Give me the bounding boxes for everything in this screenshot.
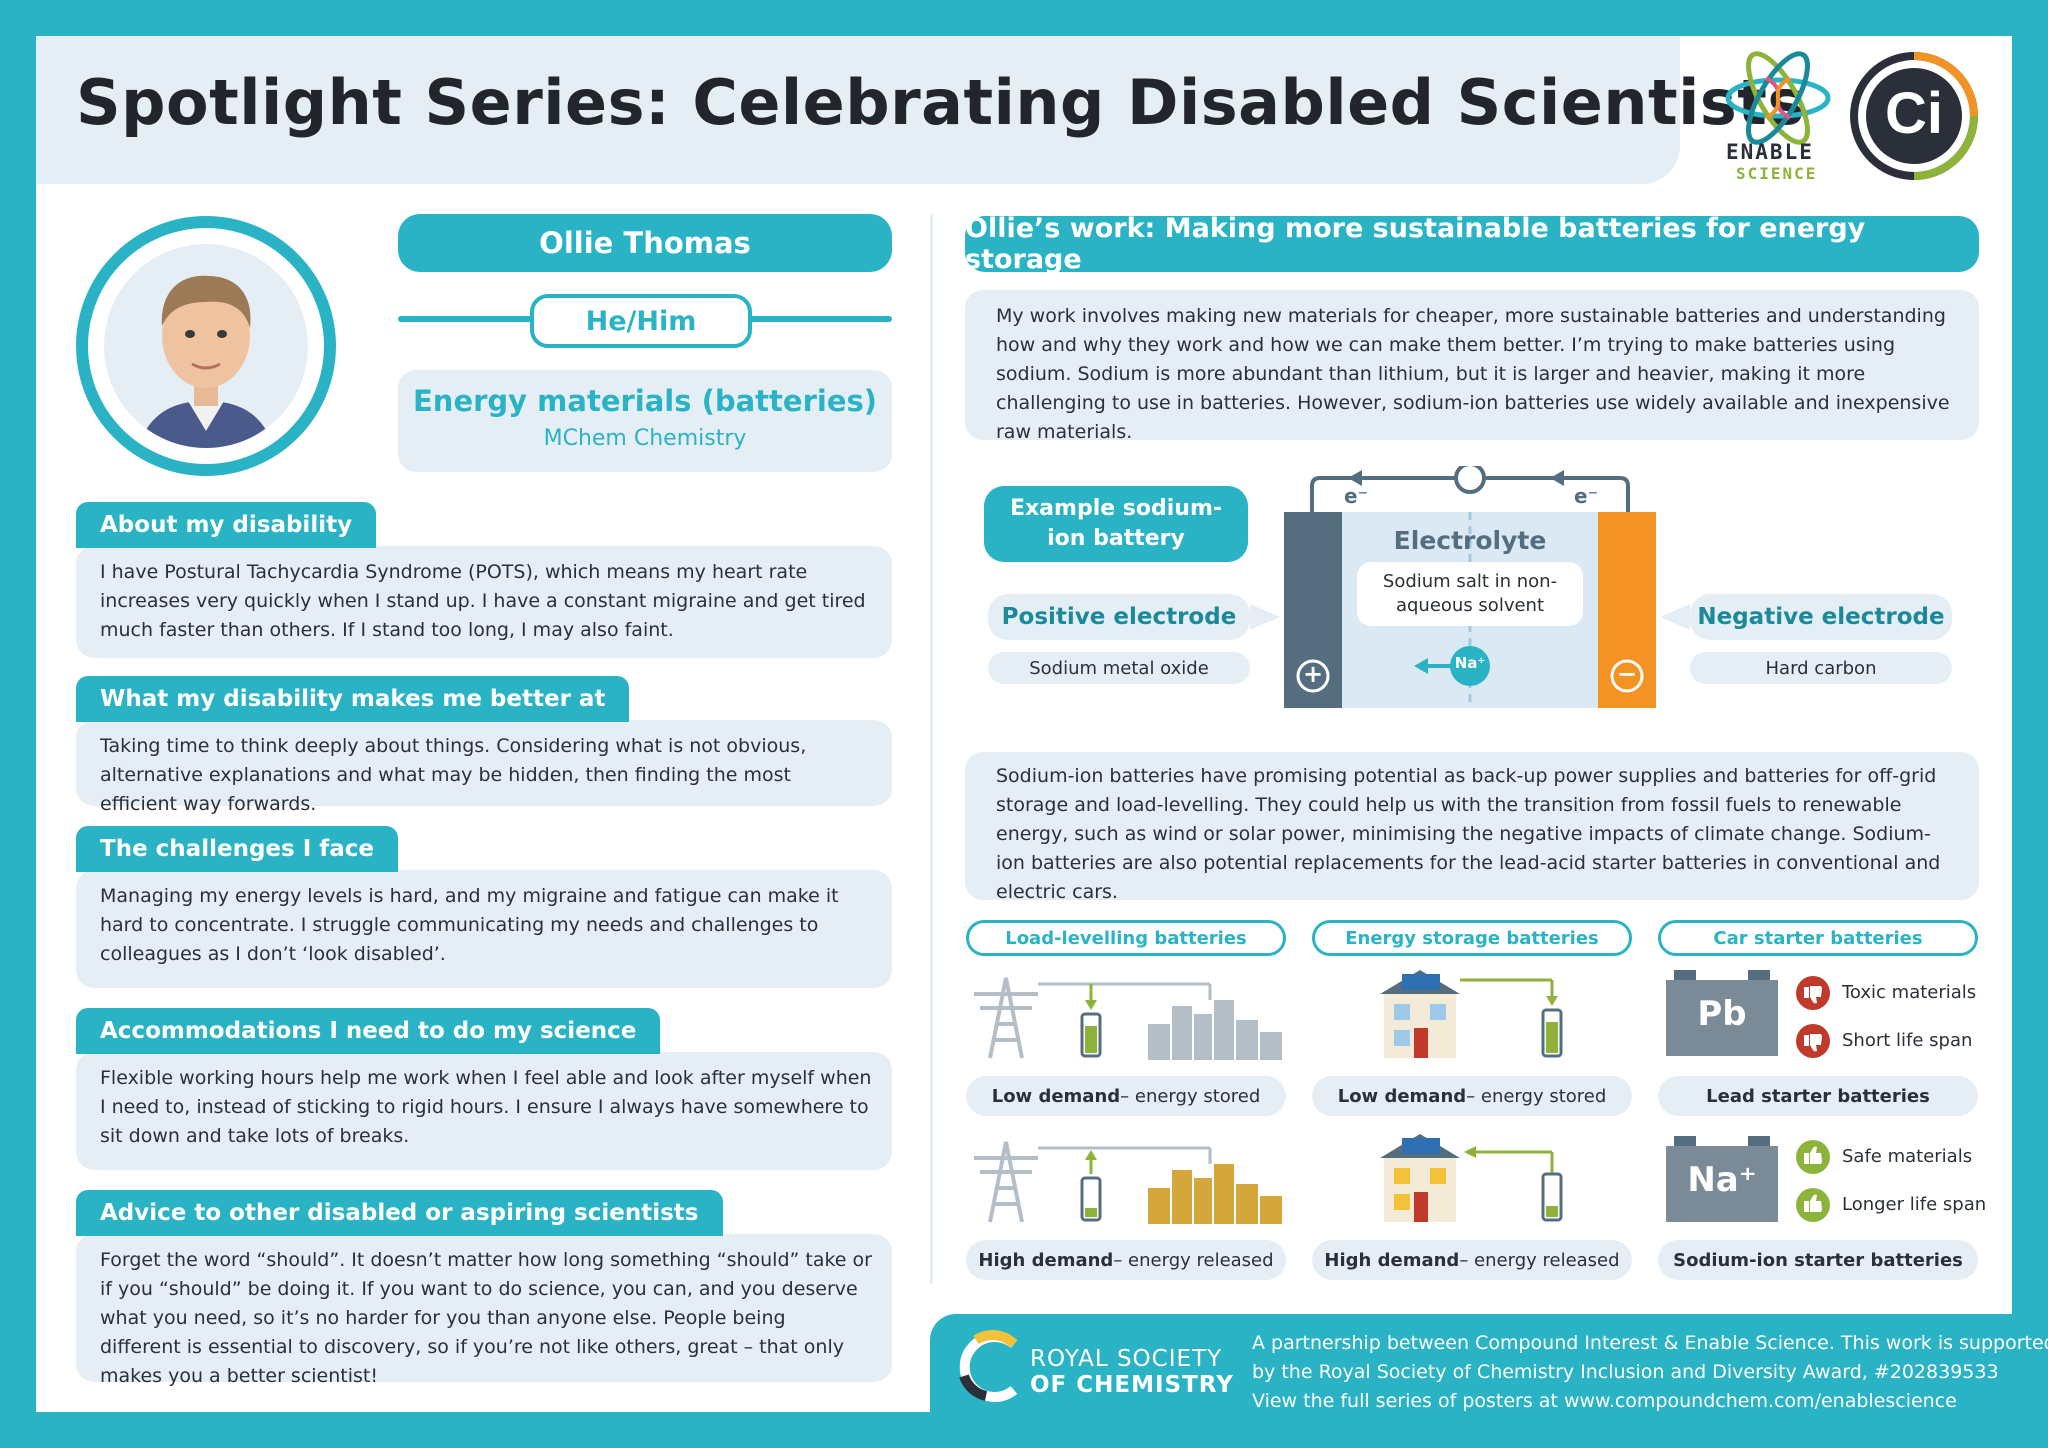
col-energy-storage-title: Energy storage batteries: [1312, 920, 1632, 956]
section-title-challenges: The challenges I face: [76, 826, 399, 872]
high-demand-label-col1: High demand – energy released: [966, 1240, 1286, 1280]
work-intro-panel: [965, 290, 1979, 440]
atom-dna-icon: [1725, 51, 1831, 145]
better-panel: [76, 720, 892, 806]
field-panel: [398, 370, 892, 472]
positive-electrode-label: Positive electrode: [988, 594, 1250, 640]
section-text-better: Taking time to think deeply about things…: [100, 735, 807, 815]
safe-materials-label: Safe materials: [1842, 1146, 1973, 1167]
sodium-battery-icon: [1666, 1136, 1778, 1222]
section-text-accommodations: Flexible working hours help me work when…: [100, 1067, 872, 1147]
longer-life-label: Longer life span: [1842, 1194, 1987, 1215]
ci-logo-text: Ci: [1885, 81, 1943, 146]
thumbs-down-icon-1: [1796, 976, 1830, 1010]
rsc-logo-icon: [959, 1330, 1018, 1402]
high-demand-prefix-2: High demand: [1324, 1249, 1460, 1271]
pylon-city-stored-icon: [974, 977, 1282, 1060]
positive-pointer-icon: [1250, 604, 1280, 630]
profile-pronouns: He/Him: [530, 294, 752, 348]
col-car-starter-title: Car starter batteries: [1658, 920, 1978, 956]
header-band: [36, 36, 1680, 184]
high-demand-label-col2: High demand – energy released: [1312, 1240, 1632, 1280]
ci-circle-icon: [1850, 52, 1978, 180]
na-symbol: Na⁺: [1687, 1160, 1757, 1200]
solar-house-stored-icon: [1380, 970, 1563, 1058]
section-title-advice: Advice to other disabled or aspiring sci…: [76, 1190, 723, 1236]
about-panel: [76, 546, 892, 658]
solar-house-released-icon: [1380, 1134, 1563, 1222]
electrolyte-title: Electrolyte: [1393, 526, 1547, 555]
battery-diagram: [1284, 466, 1656, 708]
sodium-starter-text: Sodium-ion starter batteries: [1673, 1249, 1963, 1271]
electrolyte-desc: Sodium salt in non-aqueous solvent: [1382, 571, 1558, 616]
low-demand-prefix: Low demand: [991, 1085, 1121, 1107]
section-text-about: I have Postural Tachycardia Syndrome (PO…: [100, 561, 866, 641]
work-title: Ollie’s work: Making more sustainable ba…: [965, 213, 1979, 275]
low-demand-prefix-2: Low demand: [1337, 1085, 1467, 1107]
footer-line1: A partnership between Compound Interest …: [1252, 1332, 2048, 1354]
low-demand-suffix-2: – energy stored: [1466, 1085, 1607, 1107]
enable-logo-line1: ENABLE: [1726, 140, 1814, 164]
lead-starter-label: Lead starter batteries: [1658, 1076, 1978, 1116]
accommodations-panel: [76, 1052, 892, 1170]
col-load-levelling-title: Load-levelling batteries: [966, 920, 1286, 956]
enable-logo-line2: SCIENCE: [1736, 164, 1818, 183]
profile-name: Ollie Thomas: [398, 214, 892, 272]
pylon-city-released-icon: [974, 1141, 1282, 1224]
enable-science-logo: ENABLE SCIENCE: [1722, 48, 1834, 188]
electron-right: e⁻: [1574, 484, 1599, 508]
sodium-starter-label: Sodium-ion starter batteries: [1658, 1240, 1978, 1280]
electron-left: e⁻: [1344, 484, 1369, 508]
profile-field: Energy materials (batteries): [412, 384, 877, 418]
positive-electrode-material: Sodium metal oxide: [988, 652, 1250, 684]
battery-label: Example sodium-ion battery: [984, 486, 1248, 562]
footer-band: [930, 1314, 2012, 1412]
section-text-advice: Forget the word “should”. It doesn’t mat…: [100, 1249, 872, 1387]
section-title-about: About my disability: [76, 502, 377, 548]
minus-icon: −: [1616, 660, 1638, 688]
challenges-panel: [76, 870, 892, 988]
advice-panel: [76, 1234, 892, 1382]
work-intro-text: My work involves making new materials fo…: [996, 305, 1950, 443]
high-demand-prefix: High demand: [978, 1249, 1114, 1271]
plus-icon: +: [1302, 660, 1324, 688]
rsc-line2: OF CHEMISTRY: [1030, 1372, 1234, 1398]
thumbs-up-icon-1: [1796, 1140, 1830, 1174]
thumbs-up-icon-2: [1796, 1188, 1830, 1222]
low-demand-label-col2: Low demand – energy stored: [1312, 1076, 1632, 1116]
rsc-line1: ROYAL SOCIETY: [1030, 1346, 1223, 1372]
short-life-label: Short life span: [1842, 1030, 1973, 1051]
section-title-better: What my disability makes me better at: [76, 676, 630, 722]
negative-electrode-label: Negative electrode: [1690, 594, 1952, 640]
page-title: Spotlight Series: Celebrating Disabled S…: [76, 66, 1805, 139]
work-outro-text: Sodium-ion batteries have promising pote…: [996, 765, 1941, 903]
column-divider: [930, 214, 933, 1284]
negative-pointer-icon: [1660, 604, 1690, 630]
low-demand-label-col1: Low demand – energy stored: [966, 1076, 1286, 1116]
pb-symbol: Pb: [1697, 994, 1747, 1034]
avatar: [76, 216, 336, 476]
high-demand-suffix-2: – energy released: [1459, 1249, 1620, 1271]
high-demand-suffix: – energy released: [1113, 1249, 1274, 1271]
thumbs-down-icon-2: [1796, 1024, 1830, 1058]
section-text-challenges: Managing my energy levels is hard, and m…: [100, 885, 839, 965]
work-outro-panel: [965, 752, 1979, 900]
lead-battery-icon: [1666, 970, 1778, 1056]
compound-interest-logo: Ci: [1848, 50, 1980, 182]
footer-line3: View the full series of posters at www.c…: [1252, 1390, 1957, 1412]
profile-degree: MChem Chemistry: [543, 426, 747, 451]
lead-starter-text: Lead starter batteries: [1706, 1085, 1930, 1107]
toxic-materials-label: Toxic materials: [1842, 982, 1977, 1003]
footer-line2: by the Royal Society of Chemistry Inclus…: [1252, 1361, 1999, 1383]
sodium-ion-label: Na⁺: [1454, 654, 1486, 672]
low-demand-suffix: – energy stored: [1120, 1085, 1261, 1107]
section-title-accommodations: Accommodations I need to do my science: [76, 1008, 661, 1054]
negative-electrode-material: Hard carbon: [1690, 652, 1952, 684]
